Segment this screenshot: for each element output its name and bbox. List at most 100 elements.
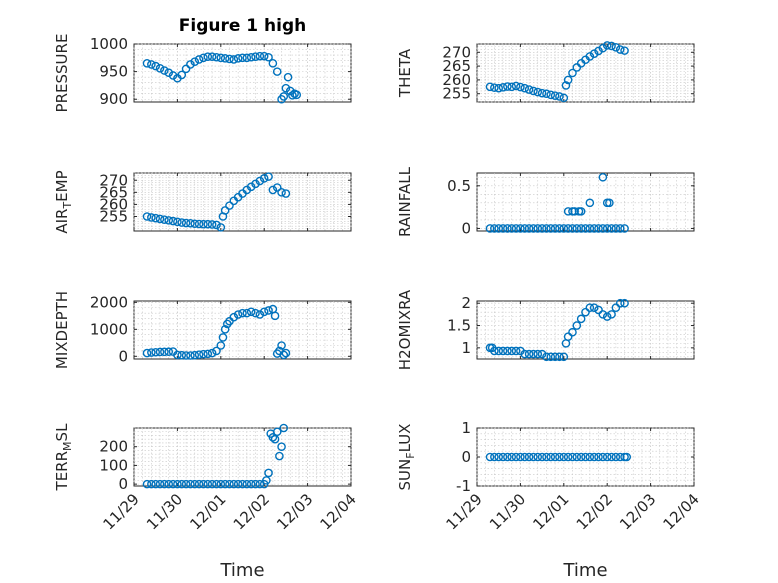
- x-axis-label: Time: [562, 560, 607, 581]
- data-point: [568, 68, 577, 78]
- data-point: [155, 64, 165, 73]
- data-point: [529, 86, 538, 96]
- data-point: [168, 479, 178, 489]
- data-point: [277, 341, 286, 350]
- data-point: [160, 479, 169, 489]
- data-point: [550, 91, 560, 100]
- data-point: [142, 348, 152, 358]
- data-point: [212, 479, 221, 489]
- data-point: [259, 51, 269, 61]
- data-point: [207, 52, 217, 62]
- data-point: [277, 188, 286, 197]
- y-axis-label: PRESSURE: [53, 34, 71, 113]
- data-point: [490, 83, 499, 92]
- data-point: [264, 468, 273, 478]
- data-point: [270, 311, 280, 321]
- data-point: [615, 298, 625, 308]
- data-point: [503, 346, 512, 356]
- data-point: [598, 224, 608, 233]
- data-point: [559, 224, 569, 233]
- data-point: [594, 452, 603, 462]
- data-point: [207, 479, 217, 489]
- data-point: [199, 349, 208, 359]
- data-point: [218, 333, 228, 342]
- data-point: [160, 66, 169, 75]
- data-point: [537, 88, 547, 98]
- data-point: [194, 350, 204, 359]
- y-axis-label: THETA: [396, 48, 414, 98]
- data-point: [279, 92, 289, 101]
- data-point: [520, 224, 530, 233]
- y-axis-label: TERRMSL: [53, 423, 74, 492]
- x-tick-label: 11/29: [100, 490, 143, 533]
- data-point: [194, 219, 204, 229]
- data-point: [225, 54, 234, 64]
- data-point: [203, 479, 213, 489]
- data-point: [272, 67, 282, 76]
- grid: [476, 427, 695, 487]
- subplot-pressure: 900 950 1000 PRESSURE Figure 1 high: [53, 16, 352, 113]
- data-point: [533, 452, 543, 462]
- data-point: [503, 452, 512, 462]
- data-point: [533, 349, 543, 359]
- x-tick-label: 11/30: [486, 490, 529, 533]
- data-point: [177, 479, 187, 489]
- y-tick-label: 200: [99, 438, 128, 456]
- data-point: [229, 479, 239, 489]
- data-point: [607, 224, 616, 233]
- data-point: [268, 59, 278, 68]
- data-point: [142, 479, 152, 489]
- y-tick-label: 1.5: [447, 317, 471, 335]
- data-point: [498, 452, 508, 462]
- data-point: [602, 224, 612, 233]
- data-point: [620, 298, 629, 308]
- data-point: [279, 423, 289, 433]
- x-tick-label: 12/01: [529, 490, 572, 533]
- chart-title: Figure 1 high: [179, 16, 307, 36]
- data-point: [490, 224, 499, 233]
- data-point: [142, 59, 152, 68]
- series-points: [142, 304, 291, 360]
- y-tick-label: 950: [99, 63, 128, 81]
- x-tick-label: 12/02: [230, 490, 273, 533]
- y-tick-label: 255: [442, 85, 471, 103]
- series-points: [142, 423, 289, 489]
- y-axis-label: MIXDEPTH: [53, 291, 71, 369]
- data-point: [220, 479, 230, 489]
- data-point: [288, 91, 297, 100]
- data-point: [259, 174, 269, 183]
- data-point: [615, 224, 625, 233]
- data-point: [225, 479, 234, 489]
- data-point: [563, 332, 573, 341]
- data-point: [177, 218, 187, 227]
- data-point: [559, 352, 569, 362]
- data-point: [203, 219, 213, 229]
- data-point: [594, 224, 603, 233]
- data-point: [238, 308, 247, 318]
- data-point: [275, 451, 284, 461]
- data-point: [281, 348, 291, 358]
- data-point: [220, 54, 230, 63]
- data-point: [581, 307, 590, 317]
- data-point: [181, 351, 191, 360]
- data-point: [151, 61, 160, 71]
- data-point: [173, 350, 182, 360]
- data-point: [216, 341, 226, 350]
- data-point: [511, 452, 521, 462]
- data-point: [546, 90, 556, 100]
- data-point: [186, 351, 195, 360]
- data-point: [216, 479, 226, 489]
- data-point: [220, 325, 230, 334]
- y-tick-label: 900: [99, 90, 128, 108]
- data-point: [542, 452, 551, 462]
- data-point: [285, 86, 295, 96]
- data-point: [550, 452, 560, 462]
- data-point: [270, 434, 280, 444]
- data-point: [203, 349, 213, 359]
- data-point: [199, 53, 208, 63]
- data-point: [155, 347, 165, 357]
- data-point: [498, 224, 508, 233]
- data-point: [542, 224, 551, 233]
- data-point: [292, 90, 302, 100]
